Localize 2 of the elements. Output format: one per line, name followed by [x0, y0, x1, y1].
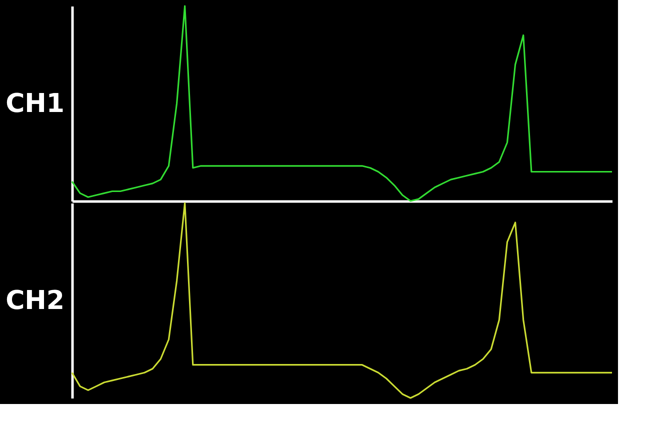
y-axis-title: CH1	[6, 89, 64, 119]
y-axis-title: CH2	[6, 286, 64, 316]
